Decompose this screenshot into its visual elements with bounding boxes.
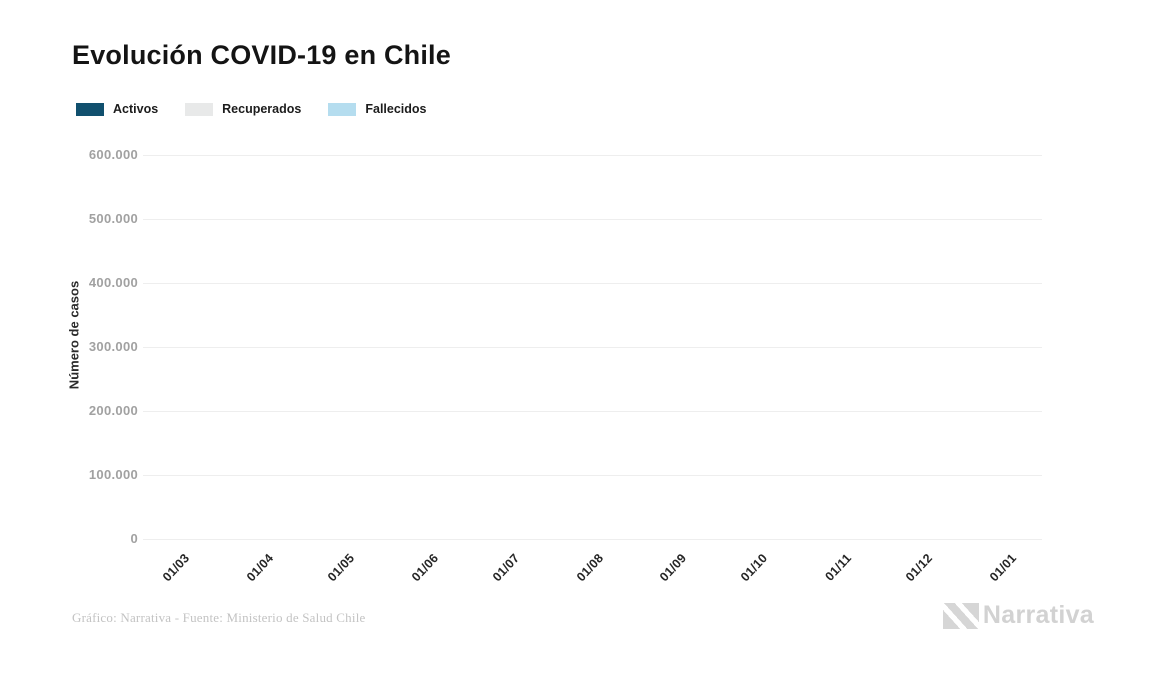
legend-item-activos: Activos [76, 102, 158, 116]
legend-swatch-recuperados [185, 102, 214, 116]
legend-label: Recuperados [222, 102, 302, 116]
y-tick-label: 100.000 [88, 467, 138, 482]
y-tick-label: 500.000 [88, 211, 138, 226]
footer-source: Gráfico: Narrativa - Fuente: Ministerio … [72, 610, 366, 625]
narrativa-logo-text: Narrativa [982, 601, 1094, 629]
page-title: Evolución COVID-19 en Chile [72, 40, 451, 70]
y-tick-label: 200.000 [88, 403, 138, 418]
narrativa-logo: Narrativa [942, 601, 1094, 630]
narrativa-logo-mark-icon [942, 602, 979, 629]
legend: Activos Recuperados Fallecidos [76, 102, 427, 116]
legend-label: Fallecidos [365, 102, 427, 116]
y-tick-label: 600.000 [88, 147, 138, 162]
legend-swatch-activos [76, 102, 104, 116]
legend-item-recuperados: Recuperados [185, 102, 301, 116]
legend-item-fallecidos: Fallecidos [328, 102, 427, 116]
y-axis-title: Número de casos [66, 280, 82, 390]
legend-label: Activos [113, 102, 159, 116]
legend-swatch-fallecidos [328, 102, 357, 116]
y-tick-label: 400.000 [88, 275, 138, 290]
y-tick-label: 300.000 [88, 339, 138, 354]
y-tick-label: 0 [130, 531, 138, 546]
